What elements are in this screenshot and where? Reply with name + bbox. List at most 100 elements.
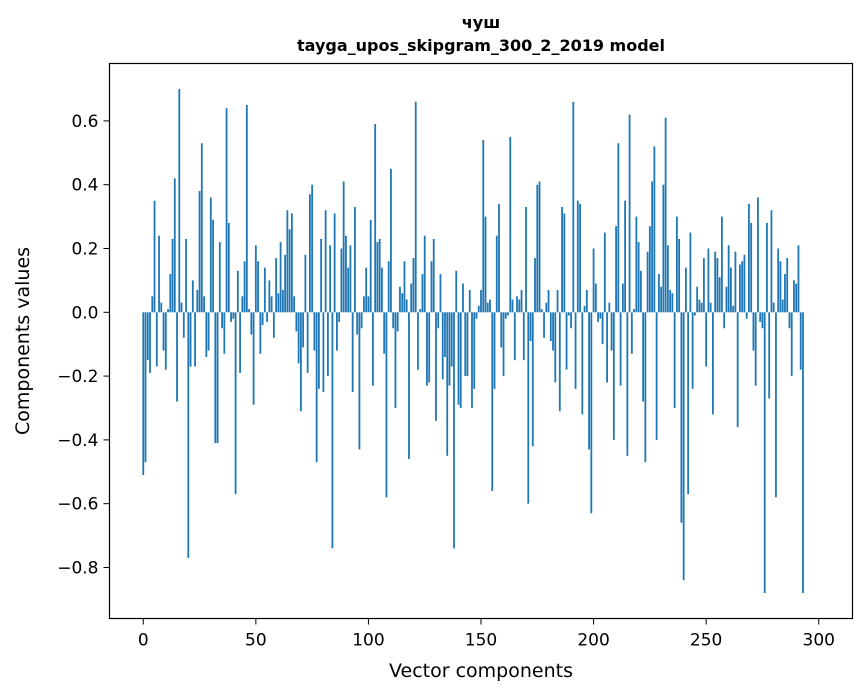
plot-frame (108, 62, 854, 620)
x-tick-label: 250 (690, 631, 722, 651)
bar (390, 168, 392, 313)
bar (336, 312, 338, 351)
bar (432, 238, 435, 313)
bar (356, 312, 359, 335)
bar (182, 312, 185, 338)
bar (360, 312, 363, 329)
bar (536, 184, 539, 313)
bar (396, 312, 399, 332)
bar (766, 222, 768, 313)
bar (164, 312, 167, 370)
bar (448, 312, 451, 386)
bar (795, 283, 798, 313)
bar (484, 216, 487, 313)
bar (671, 293, 674, 313)
bar (331, 312, 334, 549)
bar (345, 235, 347, 313)
bar (576, 200, 579, 313)
bar (180, 302, 183, 313)
bar (700, 302, 703, 313)
bar (405, 299, 408, 313)
bar (705, 312, 708, 367)
bar (556, 289, 559, 313)
bar (297, 312, 300, 364)
bar (225, 108, 228, 313)
bar (772, 302, 775, 313)
bar (351, 312, 354, 393)
bar (146, 312, 149, 361)
bar (392, 312, 395, 329)
bar (430, 261, 433, 313)
bar (453, 312, 455, 549)
bar (439, 274, 442, 313)
bar (761, 312, 764, 329)
y-tick-label: 0.4 (71, 176, 98, 196)
bar (266, 312, 269, 322)
bar (212, 219, 214, 313)
bar (531, 312, 534, 447)
bar (342, 181, 345, 313)
bar (486, 302, 489, 313)
bar (759, 312, 762, 322)
bar (295, 312, 298, 332)
bar (403, 261, 406, 313)
bar (788, 312, 791, 329)
bar (482, 140, 485, 313)
x-tick-label: 50 (245, 631, 267, 651)
bar (311, 184, 314, 313)
bar (662, 184, 665, 313)
bar (540, 309, 543, 313)
bar (410, 283, 413, 313)
bar (624, 200, 626, 313)
bar (308, 194, 311, 313)
bar (513, 312, 516, 361)
bar (144, 312, 147, 463)
bar (529, 312, 532, 341)
chart-title: чуш (462, 13, 500, 32)
bar (590, 312, 593, 514)
bar (678, 238, 681, 313)
bar (619, 312, 622, 386)
bar (444, 312, 446, 357)
bar (606, 312, 608, 383)
bar (558, 312, 561, 412)
bar (712, 312, 714, 415)
bar (745, 312, 748, 319)
bar (669, 289, 672, 313)
bar (468, 289, 471, 313)
bar (171, 238, 174, 313)
bar (153, 200, 156, 313)
y-tick-label: −0.8 (57, 558, 98, 578)
bar (477, 305, 480, 313)
bar (216, 312, 219, 444)
bar (707, 248, 710, 313)
bar (592, 248, 595, 313)
bar (279, 242, 282, 313)
bar (381, 267, 383, 313)
bar (770, 210, 773, 313)
bar (597, 312, 599, 322)
bar (775, 312, 777, 498)
y-tick-label: 0.6 (71, 112, 98, 132)
x-axis-label: Vector components (389, 660, 573, 682)
bar (473, 312, 476, 389)
bar (471, 312, 473, 408)
bar (545, 302, 548, 313)
bar (142, 312, 145, 475)
bar (612, 312, 615, 440)
bar (376, 242, 379, 313)
bar (158, 235, 160, 313)
bar (684, 267, 687, 313)
bar (466, 312, 469, 377)
bar (320, 238, 323, 313)
bar (507, 312, 509, 316)
bar (489, 299, 491, 313)
bar (743, 254, 746, 313)
bar (567, 312, 570, 316)
bar (408, 312, 410, 460)
bar (752, 312, 755, 351)
bar (680, 312, 683, 523)
bar (155, 312, 158, 367)
bar (194, 312, 196, 367)
bar (583, 305, 586, 313)
